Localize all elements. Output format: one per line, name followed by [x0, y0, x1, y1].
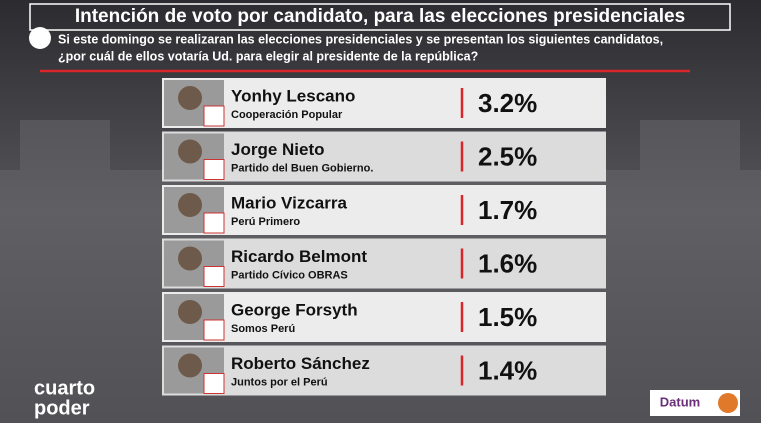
party-logo [203, 105, 225, 127]
percent: 1.5% [478, 302, 537, 332]
channel-logo: cuarto [34, 377, 95, 399]
photo-head [178, 193, 202, 217]
party-logo [203, 266, 225, 287]
row [162, 131, 606, 182]
party-name: Cooperación Popular [231, 109, 343, 121]
party-name: Juntos por el Perú [231, 376, 328, 388]
row [162, 292, 606, 342]
title-box [29, 3, 731, 31]
row [162, 345, 606, 396]
channel-icon [29, 27, 51, 49]
party-name: Partido Cívico OBRAS [231, 269, 348, 281]
photo-head [178, 300, 202, 324]
percent: 1.6% [478, 248, 537, 278]
pollster-icon [718, 393, 738, 413]
candidate-name: Ricardo Belmont [231, 247, 367, 266]
photo-head [178, 246, 202, 271]
question: Si este domingo se realizaran las elecci… [58, 32, 663, 46]
candidate-name: Roberto Sánchez [231, 354, 370, 373]
candidate-list: Yonhy Lescano Cooperación Popular 3.2% Jorg… [162, 78, 606, 396]
percent: 3.2% [478, 88, 537, 118]
candidate-name: Jorge Nieto [231, 140, 325, 159]
pollster-logo: Datum [660, 394, 700, 409]
photo-head [178, 139, 202, 164]
candidate-name: George Forsyth [231, 300, 358, 319]
party-name: Perú Primero [231, 216, 300, 228]
party-logo [203, 159, 225, 180]
party-logo [203, 373, 225, 394]
photo-head [178, 86, 202, 110]
candidate-name: Mario Vizcarra [231, 193, 347, 212]
candidate-name: Yonhy Lescano [231, 86, 355, 105]
channel-logo: poder [34, 397, 90, 419]
photo-head [178, 353, 202, 378]
party-name: Somos Perú [231, 323, 295, 335]
party-name: Partido del Buen Gobierno. [231, 162, 373, 174]
party-logo [203, 319, 225, 341]
percent: 2.5% [478, 141, 537, 171]
row [162, 185, 606, 235]
title: Intención de voto por candidato, para la… [75, 6, 685, 27]
percent: 1.7% [478, 195, 537, 225]
row [162, 238, 606, 289]
row [162, 78, 606, 128]
party-logo [203, 212, 225, 234]
question: ¿por cuál de ellos votaría Ud. para eleg… [58, 49, 478, 63]
percent: 1.4% [478, 355, 537, 385]
